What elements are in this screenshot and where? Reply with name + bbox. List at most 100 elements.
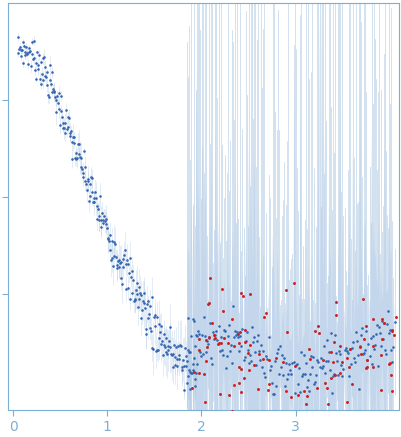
Point xyxy=(211,332,217,339)
Point xyxy=(65,113,71,120)
Point xyxy=(170,342,177,349)
Point xyxy=(265,381,272,388)
Point xyxy=(356,342,363,349)
Point xyxy=(42,64,49,71)
Point xyxy=(178,364,184,371)
Point xyxy=(216,347,222,354)
Point xyxy=(83,181,89,188)
Point xyxy=(264,387,270,394)
Point xyxy=(357,351,364,358)
Point xyxy=(294,392,300,399)
Point xyxy=(131,295,138,302)
Point xyxy=(344,350,350,357)
Point xyxy=(370,345,376,352)
Point xyxy=(90,199,97,206)
Point xyxy=(190,317,196,324)
Point xyxy=(170,350,176,357)
Point xyxy=(323,385,329,392)
Point xyxy=(201,333,208,340)
Point xyxy=(327,329,333,336)
Point xyxy=(246,291,252,298)
Point xyxy=(369,333,375,340)
Point xyxy=(167,324,173,331)
Point xyxy=(39,76,46,83)
Point xyxy=(389,343,396,350)
Point xyxy=(181,344,188,351)
Point xyxy=(214,336,220,343)
Point xyxy=(155,335,162,342)
Point xyxy=(202,398,208,405)
Point xyxy=(286,367,293,374)
Point xyxy=(200,314,207,321)
Point xyxy=(367,361,374,368)
Point xyxy=(175,355,182,362)
Point xyxy=(100,220,106,227)
Point xyxy=(130,297,137,304)
Point xyxy=(34,62,41,69)
Point xyxy=(268,380,274,387)
Point xyxy=(237,329,243,336)
Point xyxy=(299,370,305,377)
Point xyxy=(78,163,84,170)
Point xyxy=(265,334,271,341)
Point xyxy=(316,354,323,361)
Point xyxy=(224,417,230,424)
Point xyxy=(330,338,336,345)
Point xyxy=(152,347,159,354)
Point xyxy=(222,364,229,371)
Point xyxy=(284,371,291,378)
Point xyxy=(192,332,198,339)
Point xyxy=(212,331,218,338)
Point xyxy=(229,407,235,414)
Point xyxy=(161,343,168,350)
Point xyxy=(150,345,156,352)
Point xyxy=(313,385,320,392)
Point xyxy=(235,340,241,347)
Point xyxy=(277,364,284,371)
Point xyxy=(158,338,165,345)
Point xyxy=(214,340,221,347)
Point xyxy=(235,348,242,355)
Point xyxy=(60,125,67,132)
Point xyxy=(101,217,108,224)
Point xyxy=(103,215,109,222)
Point xyxy=(67,129,73,136)
Point xyxy=(95,212,101,219)
Point xyxy=(227,341,234,348)
Point xyxy=(132,297,138,304)
Point xyxy=(161,331,167,338)
Point xyxy=(246,351,252,358)
Point xyxy=(91,194,97,201)
Point xyxy=(41,53,47,60)
Point xyxy=(149,294,155,301)
Point xyxy=(312,372,319,379)
Point xyxy=(259,356,265,363)
Point xyxy=(225,322,232,329)
Point xyxy=(319,362,325,369)
Point xyxy=(245,359,251,366)
Point xyxy=(162,334,168,341)
Point xyxy=(225,340,231,347)
Point xyxy=(90,199,96,206)
Point xyxy=(336,369,342,376)
Point xyxy=(308,364,315,371)
Point xyxy=(112,253,119,260)
Point xyxy=(58,92,64,99)
Point xyxy=(160,342,166,349)
Point xyxy=(269,391,275,398)
Point xyxy=(271,358,277,365)
Point xyxy=(389,331,396,338)
Point xyxy=(203,336,209,343)
Point xyxy=(215,340,221,347)
Point xyxy=(312,378,318,385)
Point xyxy=(111,252,117,259)
Point xyxy=(168,352,174,359)
Point xyxy=(259,347,266,354)
Point xyxy=(337,361,344,368)
Point xyxy=(196,348,203,355)
Point xyxy=(355,385,361,392)
Point xyxy=(97,192,103,199)
Point xyxy=(55,90,62,97)
Point xyxy=(195,331,201,338)
Point xyxy=(224,333,231,340)
